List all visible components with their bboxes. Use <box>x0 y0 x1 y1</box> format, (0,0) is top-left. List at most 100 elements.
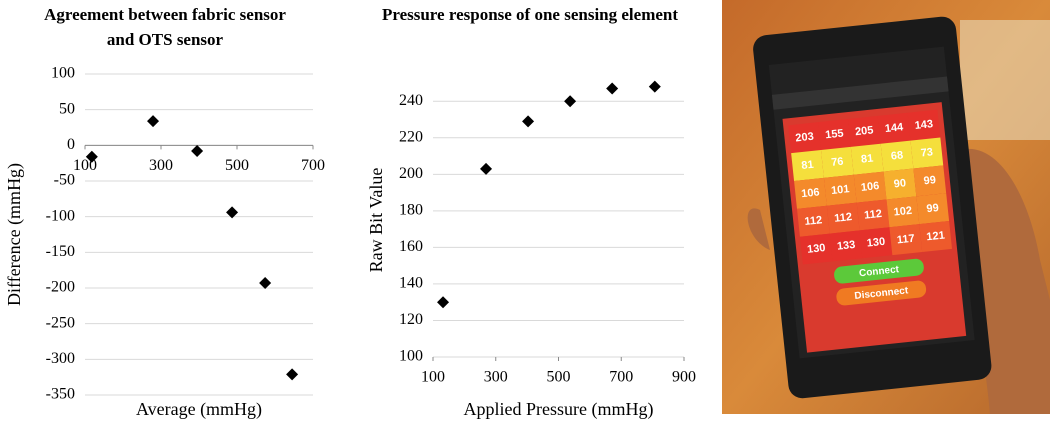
point <box>191 145 204 158</box>
heat-cell <box>853 171 887 203</box>
heat-cell <box>826 202 860 234</box>
y-tick-label: -350 <box>46 386 75 403</box>
heat-cell <box>829 230 863 262</box>
point <box>648 80 661 93</box>
heat-cell <box>916 193 950 225</box>
point <box>226 206 239 219</box>
heat-cell <box>883 168 917 200</box>
cell-value: 99 <box>923 174 936 187</box>
heat-cell <box>910 137 944 169</box>
heat-cell <box>791 150 824 182</box>
x-tick-label: 300 <box>149 157 173 174</box>
point <box>480 162 493 175</box>
heat-cell <box>889 224 923 256</box>
y-tick-label: -50 <box>54 172 75 189</box>
y-tick-label: 200 <box>399 165 423 182</box>
cell-value: 205 <box>854 124 874 138</box>
heat-cell <box>850 143 884 175</box>
heat-cell <box>818 119 851 151</box>
cell-value: 121 <box>926 230 946 244</box>
x-tick-label: 900 <box>672 369 696 386</box>
cell-value: 81 <box>801 159 814 172</box>
cell-value: 76 <box>831 156 844 169</box>
point <box>522 115 535 128</box>
point <box>286 368 299 381</box>
cell-value: 203 <box>795 131 815 145</box>
cell-value: 155 <box>825 128 845 142</box>
y-tick-label: 120 <box>399 311 423 328</box>
cell-value: 106 <box>860 180 880 194</box>
y-tick-label: -100 <box>46 207 75 224</box>
y-tick-label: 240 <box>399 92 423 109</box>
cell-value: 112 <box>834 211 853 225</box>
point <box>606 82 619 95</box>
heat-cell <box>877 112 911 144</box>
x-tick-label: 500 <box>547 369 571 386</box>
point <box>85 150 98 163</box>
cell-value: 81 <box>860 153 873 166</box>
cell-value: 130 <box>807 242 827 256</box>
heat-cell <box>919 221 953 253</box>
app-bar <box>771 76 949 110</box>
button[interactable] <box>833 258 924 284</box>
cell-value: 143 <box>914 118 934 132</box>
y-tick-label: -150 <box>46 243 75 260</box>
heat-cell <box>796 205 830 237</box>
heat-cell <box>886 196 920 228</box>
x-tick-label: 100 <box>421 369 445 386</box>
cell-value: 106 <box>801 186 821 200</box>
y-tick-label: 220 <box>399 128 423 145</box>
point <box>147 115 160 128</box>
y-tick-label: -200 <box>46 279 75 296</box>
y-axis-title: Raw Bit Value <box>366 168 386 273</box>
button-label[interactable]: Connect <box>859 264 901 279</box>
heat-cell <box>856 199 890 231</box>
cell-value: 133 <box>836 239 856 253</box>
heat-cell <box>847 115 881 147</box>
cell-value: 144 <box>884 121 904 135</box>
x-tick-label: 700 <box>301 157 325 174</box>
y-tick-label: 180 <box>399 202 423 219</box>
heat-cell <box>799 233 833 265</box>
y-tick-label: 160 <box>399 238 423 255</box>
cell-value: 102 <box>893 205 913 219</box>
point <box>259 277 272 290</box>
chart-title: Pressure response of one sensing element <box>381 5 679 24</box>
button[interactable] <box>836 280 927 306</box>
y-axis-title: Difference (mmHg) <box>4 163 25 306</box>
cell-value: 101 <box>831 183 851 197</box>
x-tick-label: 300 <box>484 369 508 386</box>
heat-cell <box>913 165 947 197</box>
y-tick-label: 140 <box>399 275 423 292</box>
x-tick-label: 700 <box>609 369 633 386</box>
heat-cell <box>907 109 941 141</box>
y-tick-label: 100 <box>399 348 423 365</box>
cell-value: 73 <box>920 146 933 159</box>
point <box>564 95 577 108</box>
tablet: 203 155 205 144 143 81 76 81 68 73 106 101 106 90 99 11… <box>753 16 992 399</box>
y-tick-label: -250 <box>46 314 75 331</box>
heat-cell <box>859 227 893 259</box>
x-axis-title: Applied Pressure (mmHg) <box>464 399 654 420</box>
y-tick-label: 0 <box>67 136 75 153</box>
x-axis-title: Average (mmHg) <box>136 399 262 420</box>
heat-cell <box>794 177 827 209</box>
heat-cell <box>788 122 821 154</box>
heat-cell <box>880 140 914 172</box>
x-tick-label: 500 <box>225 157 249 174</box>
thumb <box>747 208 770 250</box>
cell-value: 90 <box>893 177 906 190</box>
heat-cell <box>820 146 854 178</box>
cell-value: 68 <box>890 149 903 162</box>
cell-value: 117 <box>896 233 915 247</box>
cell-value: 99 <box>926 202 939 215</box>
cell-value: 112 <box>864 208 883 222</box>
cell-value: 112 <box>804 214 823 228</box>
y-tick-label: 100 <box>51 65 75 82</box>
cell-value: 130 <box>866 236 886 250</box>
y-tick-label: 50 <box>59 100 75 117</box>
heat-cell <box>823 174 857 206</box>
chart-title: Agreement between fabric sensor and OTS … <box>44 5 286 49</box>
